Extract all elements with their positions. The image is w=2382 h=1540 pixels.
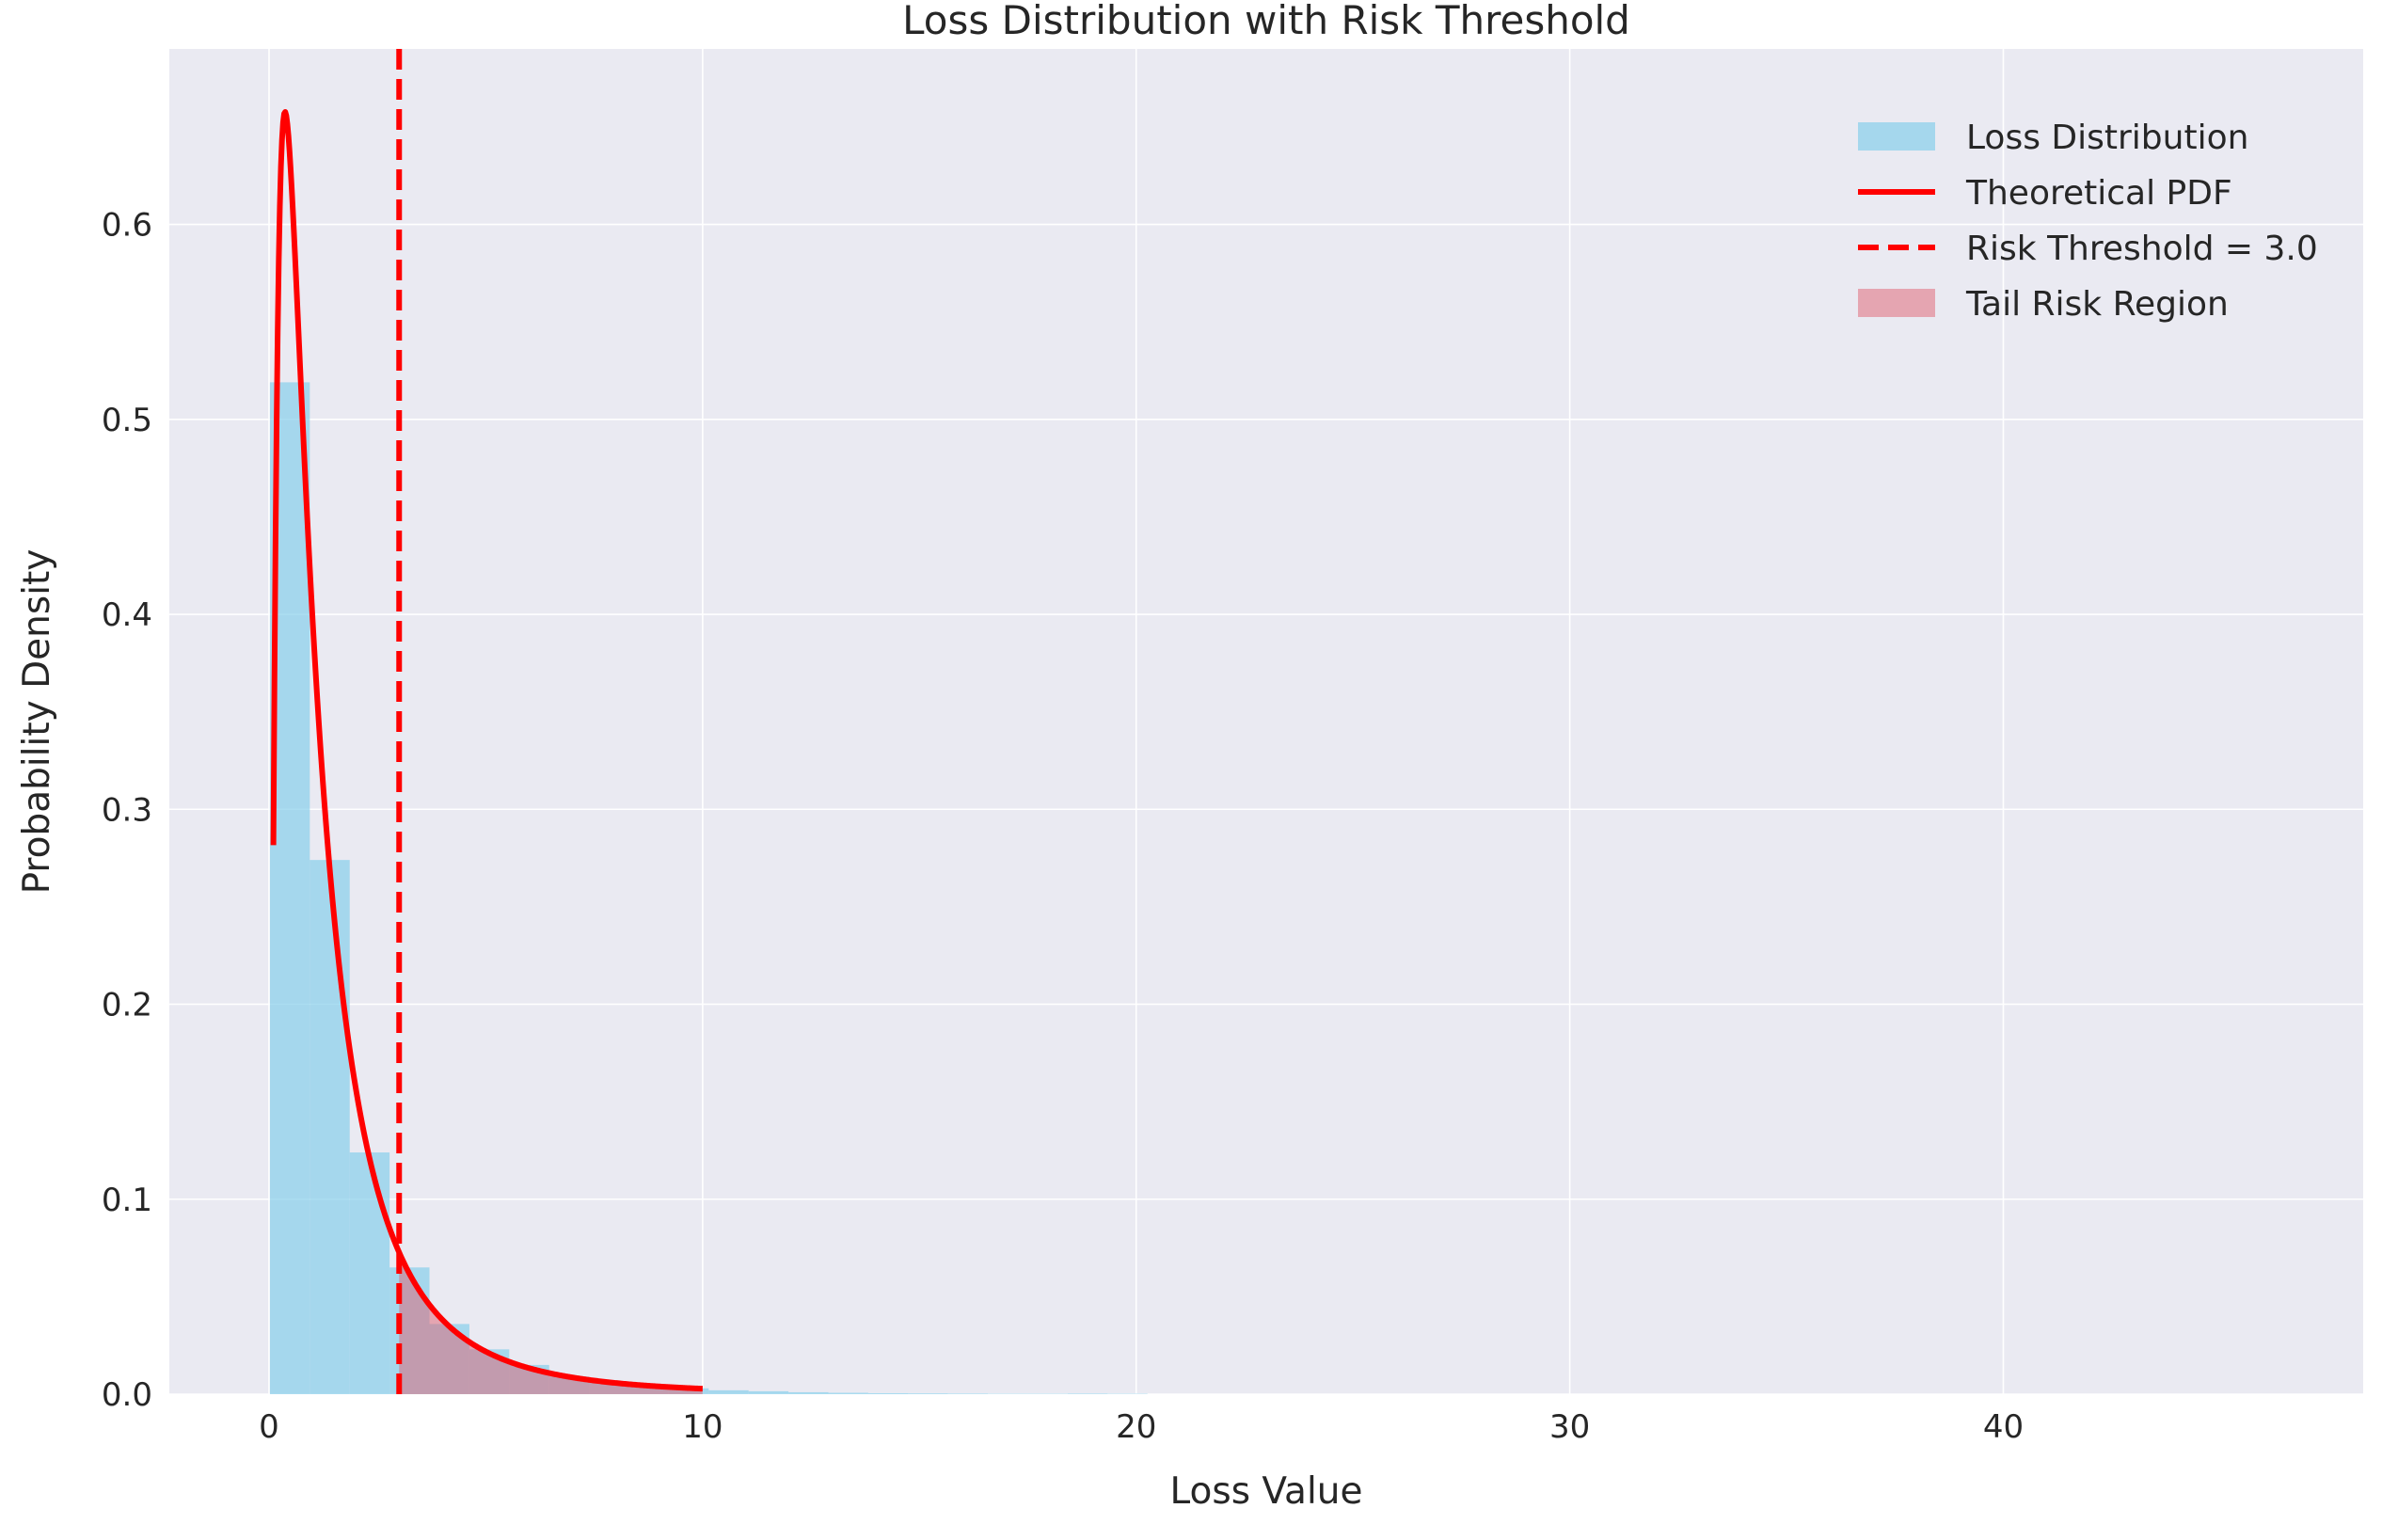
y-tick-label: 0.5 <box>102 402 152 439</box>
legend-swatch-histogram <box>1858 122 1935 151</box>
x-axis-label: Loss Value <box>1169 1470 1362 1513</box>
x-tick-label: 0 <box>259 1408 279 1446</box>
x-tick-label: 30 <box>1549 1408 1590 1446</box>
histogram-bar <box>708 1390 748 1394</box>
histogram-bar <box>350 1152 389 1394</box>
chart-title: Loss Distribution with Risk Threshold <box>902 0 1630 43</box>
legend-label-pdf: Theoretical PDF <box>1965 174 2232 213</box>
y-tick-label: 0.4 <box>102 596 152 634</box>
legend-label-tail: Tail Risk Region <box>1965 285 2229 324</box>
histogram-bar <box>749 1391 788 1394</box>
legend-swatch-tail <box>1858 289 1935 317</box>
histogram-bar <box>310 860 349 1394</box>
x-tick-label: 10 <box>682 1408 723 1446</box>
histogram-bar <box>829 1393 868 1394</box>
x-tick-label: 40 <box>1983 1408 2024 1446</box>
y-tick-label: 0.1 <box>102 1182 152 1219</box>
y-tick-label: 0.6 <box>102 207 152 245</box>
y-tick-label: 0.2 <box>102 987 152 1024</box>
y-axis-label: Probability Density <box>16 549 58 895</box>
legend-label-threshold: Risk Threshold = 3.0 <box>1966 230 2318 268</box>
histogram-bar <box>1068 1393 1107 1394</box>
histogram-bar <box>908 1393 947 1394</box>
legend-label-histogram: Loss Distribution <box>1966 119 2248 157</box>
histogram-bar <box>788 1392 828 1394</box>
y-tick-label: 0.3 <box>102 791 152 829</box>
x-tick-label: 20 <box>1116 1408 1156 1446</box>
histogram-bar <box>868 1393 908 1394</box>
histogram-bar <box>948 1393 988 1394</box>
y-tick-label: 0.0 <box>102 1376 152 1414</box>
